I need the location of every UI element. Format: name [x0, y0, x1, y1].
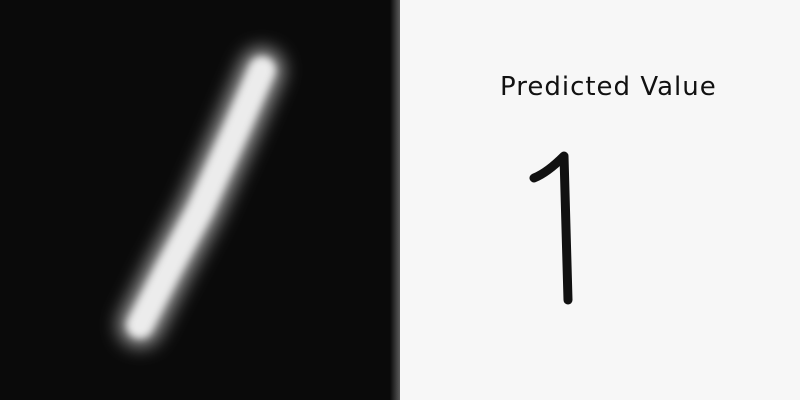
prediction-panel: Predicted Value 1	[400, 0, 800, 400]
input-digit-panel	[0, 0, 400, 400]
predicted-value-label: Predicted Value	[500, 72, 717, 102]
digit-stroke	[118, 48, 284, 347]
predicted-digit: 1	[529, 151, 573, 305]
handwritten-digit-image	[118, 48, 284, 347]
